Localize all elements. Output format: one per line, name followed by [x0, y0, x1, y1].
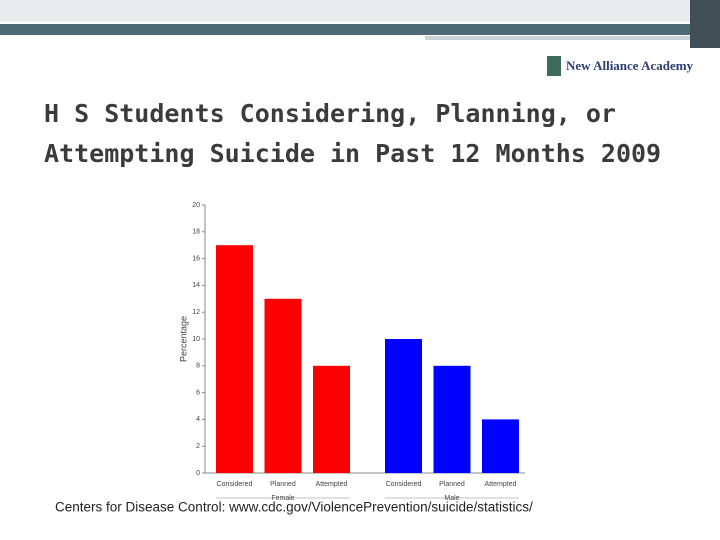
y-tick-label: 18	[192, 229, 200, 236]
y-tick-label: 0	[196, 470, 200, 477]
x-tick-label: Considered	[386, 481, 422, 488]
y-tick-label: 8	[196, 363, 200, 370]
title: H S Students Considering, Planning, or	[44, 99, 616, 128]
header-block	[690, 0, 720, 48]
y-axis-label: Percentage	[178, 316, 188, 362]
header-line	[425, 36, 690, 40]
bar	[433, 365, 471, 473]
y-tick-label: 6	[196, 389, 200, 396]
source: Centers for Disease Control: www.cdc.gov…	[55, 500, 533, 515]
y-tick-label: 4	[196, 416, 200, 423]
header-stripe	[0, 24, 720, 35]
y-tick-label: 20	[192, 202, 200, 209]
logo-icon	[547, 56, 561, 76]
bar	[264, 298, 302, 473]
y-tick-label: 12	[192, 309, 200, 316]
bar	[385, 339, 422, 473]
group-label: Male	[444, 495, 459, 502]
y-tick-label: 10	[192, 336, 200, 343]
y-tick-label: 2	[196, 443, 200, 450]
x-tick-label: Planned	[270, 481, 296, 488]
x-tick-label: Considered	[217, 481, 253, 488]
bar	[216, 245, 253, 473]
chart: 0 2 4 6 8 10 12 14 16 18 20 Percentage Considered Pla…	[178, 202, 525, 502]
bar	[313, 365, 350, 473]
y-tick-label: 14	[192, 282, 200, 289]
title: Attempting Suicide in Past 12 Months 200…	[44, 139, 661, 168]
y-tick-label: 16	[192, 255, 200, 262]
header-band	[0, 0, 720, 22]
group-label: Female	[271, 495, 294, 502]
x-tick-label: Attempted	[316, 481, 348, 488]
x-tick-label: Attempted	[485, 481, 517, 488]
bar	[482, 419, 519, 473]
logo-text: New Alliance Academy	[566, 58, 694, 73]
x-tick-label: Planned	[439, 481, 465, 488]
